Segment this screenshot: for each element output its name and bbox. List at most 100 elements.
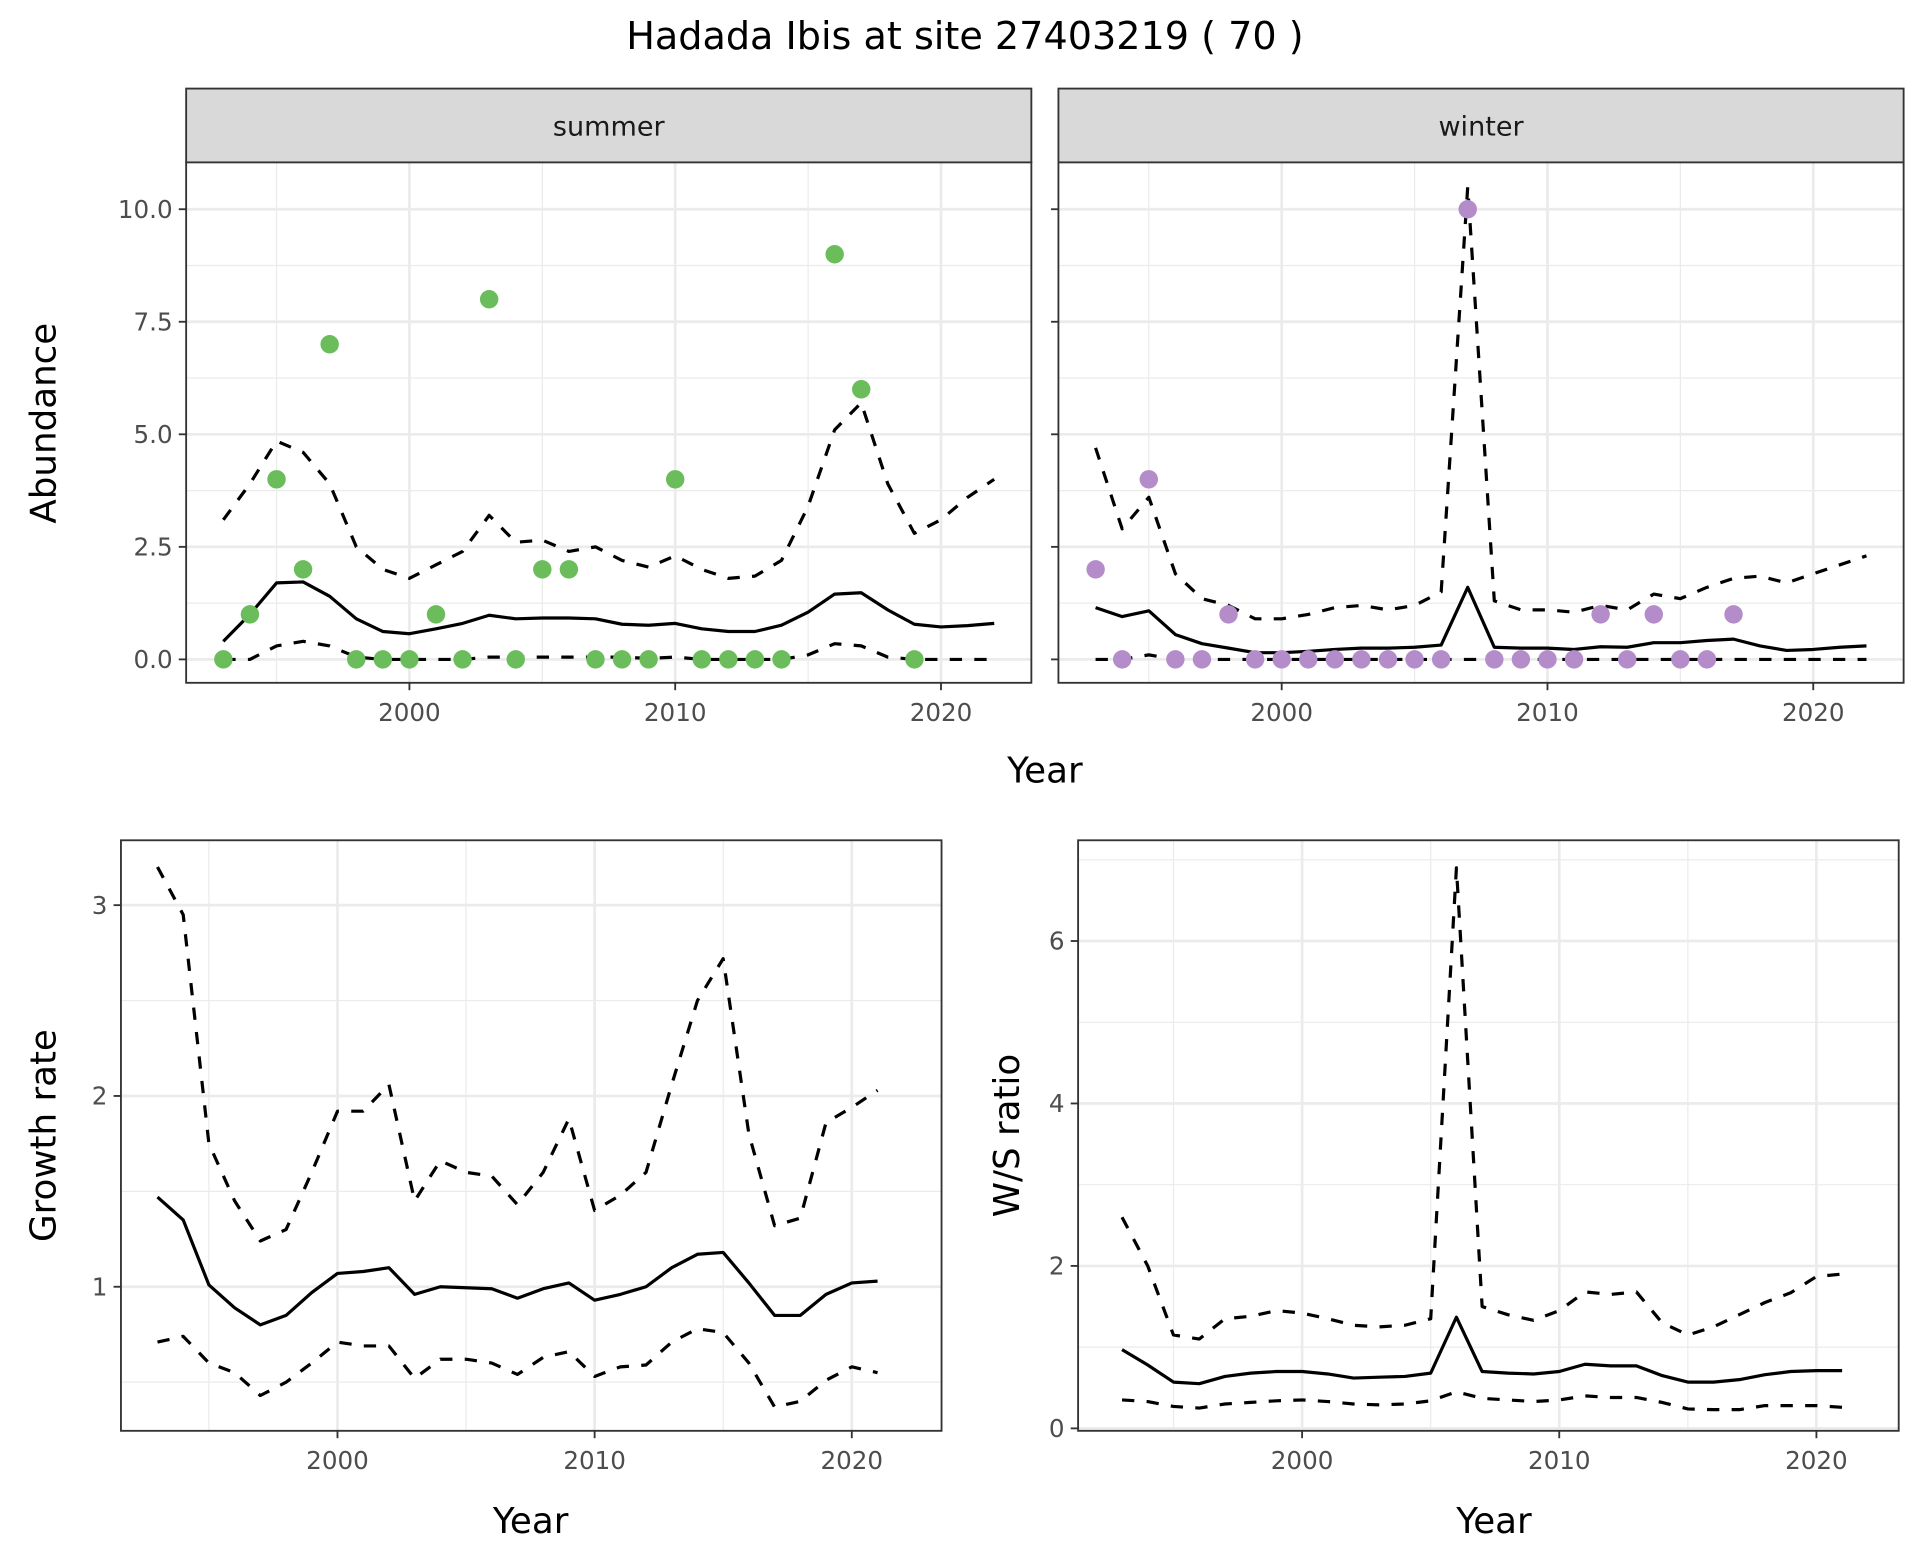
data-point <box>1299 650 1318 669</box>
data-point <box>347 650 366 669</box>
data-point <box>665 470 685 489</box>
data-point <box>1405 650 1424 669</box>
mean-line <box>1121 1315 1843 1386</box>
y-tick-label: 2.5 <box>133 532 172 561</box>
x-tick-label: 2020 <box>820 1446 883 1475</box>
data-point <box>1166 650 1185 669</box>
mean-line <box>156 1195 878 1327</box>
panel-background <box>1078 840 1899 1431</box>
panel-ws-ratio: 2000 2010 2020 0 2 4 6 <box>1049 839 1900 1475</box>
data-point <box>1352 650 1371 669</box>
x-tick-label: 2000 <box>306 1446 369 1475</box>
data-point <box>533 560 552 579</box>
y-tick-label: 6 <box>1049 927 1065 956</box>
x-tick-label: 2020 <box>1785 1446 1848 1475</box>
x-tick-label: 2020 <box>910 698 973 727</box>
panel-border <box>1077 839 1900 1432</box>
figure-title: Hadada Ibis at site 27403219 ( 70 ) <box>626 14 1303 58</box>
mean-line <box>1095 585 1867 655</box>
data-point <box>400 650 419 669</box>
data-point <box>1458 199 1477 219</box>
x-tick-label: 2000 <box>1250 698 1313 727</box>
data-point <box>559 560 579 579</box>
data-point <box>1617 650 1637 669</box>
data-point <box>1485 650 1504 669</box>
y-axis-title-growth: Growth rate <box>24 1029 65 1242</box>
data-point <box>612 650 632 669</box>
x-tick-label: 2000 <box>378 698 441 727</box>
data-point <box>1431 650 1451 669</box>
facet-label-summer: summer <box>553 111 666 142</box>
panel-background <box>1058 162 1904 683</box>
lower-bound-line <box>1095 653 1867 662</box>
panel-background <box>120 840 942 1431</box>
data-point <box>905 650 924 669</box>
y-tick-label: 0.0 <box>133 645 172 674</box>
panel-border <box>185 161 1033 684</box>
data-point <box>1139 470 1159 489</box>
data-point <box>1591 605 1610 624</box>
y-tick-label: 10.0 <box>118 195 173 224</box>
data-point <box>1112 650 1132 669</box>
y-tick-label: 2 <box>1049 1252 1065 1281</box>
lower-bound-line <box>157 1327 878 1409</box>
y-tick-label: 3 <box>92 891 108 920</box>
facet-strip-summer <box>185 87 1033 164</box>
upper-bound-line <box>1120 866 1843 1341</box>
data-point <box>1219 605 1238 624</box>
data-point <box>1644 605 1664 624</box>
data-point <box>320 335 339 354</box>
x-axis-title-growth: Year <box>492 1501 569 1542</box>
panel-winter: 2000 2010 2020 <box>1051 161 1905 727</box>
panel-border <box>1057 161 1905 684</box>
data-point <box>692 650 712 669</box>
data-point <box>1697 650 1717 669</box>
y-tick-label: 7.5 <box>133 307 172 336</box>
panel-growth-rate: 2000 2010 2020 1 2 3 <box>92 839 943 1475</box>
panel-summer: 2000 2010 2020 0.0 2.5 5.0 7.5 10.0 <box>118 161 1033 727</box>
data-point <box>745 650 765 669</box>
data-point <box>1564 650 1584 669</box>
data-point <box>267 470 286 489</box>
data-point <box>479 290 499 309</box>
panel-border <box>120 839 943 1432</box>
y-tick-label: 5.0 <box>133 420 172 449</box>
data-point <box>214 650 233 669</box>
x-tick-label: 2010 <box>1516 698 1579 727</box>
y-tick-label: 1 <box>92 1272 108 1301</box>
y-axis-title-ws: W/S ratio <box>987 1054 1028 1217</box>
data-point <box>586 650 605 669</box>
data-point <box>426 605 446 624</box>
upper-bound-line <box>222 401 996 580</box>
data-point <box>639 650 658 669</box>
data-point <box>240 605 260 624</box>
x-tick-label: 2020 <box>1782 698 1845 727</box>
data-point <box>293 560 313 579</box>
x-axis-title-ws: Year <box>1455 1501 1532 1542</box>
data-point <box>719 650 738 669</box>
data-point <box>852 380 871 399</box>
x-axis-title-top: Year <box>1006 750 1083 791</box>
x-tick-label: 2010 <box>1528 1446 1591 1475</box>
facet-strip-winter <box>1057 87 1905 164</box>
data-point <box>1272 650 1291 669</box>
data-point <box>1511 650 1531 669</box>
y-axis-title-abundance: Abundance <box>24 323 65 524</box>
data-point <box>825 245 844 264</box>
data-point <box>1086 560 1105 579</box>
facet-label-winter: winter <box>1438 111 1524 142</box>
mean-line <box>222 580 995 643</box>
data-point <box>772 650 791 669</box>
data-point <box>1671 650 1690 669</box>
data-point <box>1538 650 1557 669</box>
x-tick-label: 2000 <box>1271 1446 1334 1475</box>
data-point <box>453 650 472 669</box>
data-point <box>1325 650 1345 669</box>
data-point <box>1192 650 1212 669</box>
data-point <box>1245 650 1265 669</box>
panel-background <box>186 162 1032 683</box>
y-tick-label: 2 <box>92 1082 108 1111</box>
y-tick-label: 0 <box>1049 1414 1065 1443</box>
